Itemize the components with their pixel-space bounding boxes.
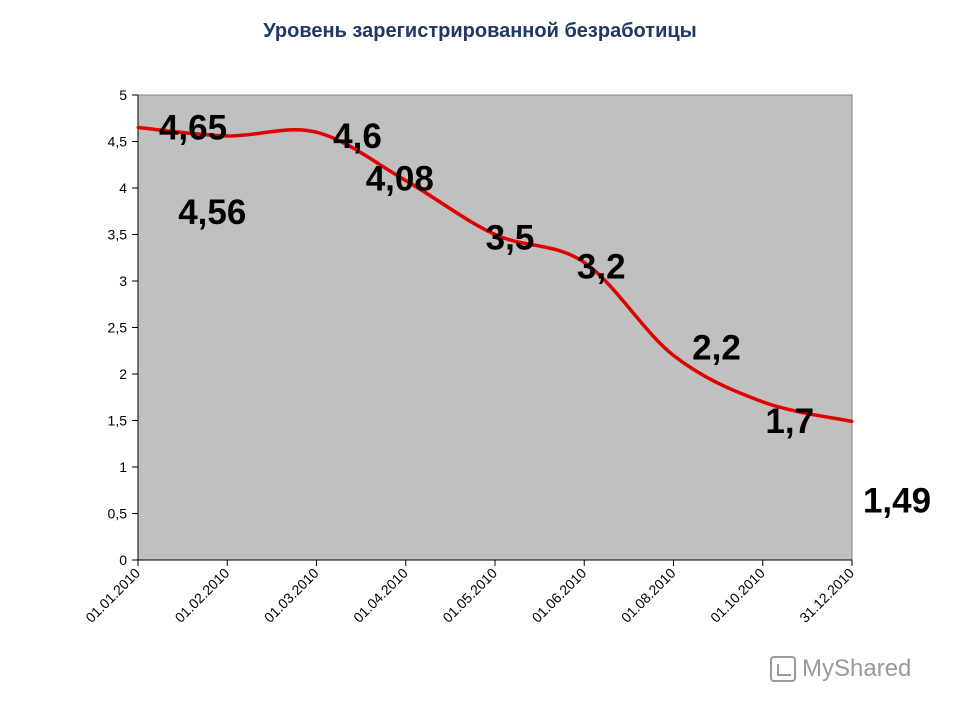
data-label: 3,5 [486,219,535,258]
y-tick-label: 0 [119,552,127,568]
x-tick-label: 01.03.2010 [261,565,322,626]
y-tick-label: 3 [119,273,127,289]
data-label: 3,2 [577,247,626,286]
x-tick-label: 01.10.2010 [707,565,768,626]
data-point [850,419,854,423]
data-point [582,260,586,264]
y-tick-label: 3,5 [108,227,128,243]
x-tick-label: 01.05.2010 [439,565,500,626]
watermark: MyShared [770,655,911,683]
data-label: 1,7 [765,402,814,441]
y-tick-label: 0,5 [108,506,128,522]
watermark-text: MyShared [802,655,912,682]
x-tick-label: 31.12.2010 [796,565,857,626]
data-point [225,134,229,138]
data-point [315,130,318,134]
y-tick-label: 2 [119,366,127,382]
y-tick-label: 4 [119,180,127,196]
data-label: 4,6 [333,117,382,156]
data-label: 1,49 [863,481,931,520]
data-point [404,179,408,183]
data-labels: 4,65 4,56 4,6 4,08 3,5 3,2 2,2 1,7 1,49 [159,109,931,521]
data-point [672,353,675,357]
plot-area [137,94,853,561]
data-point [493,233,497,236]
y-tick-label: 2,5 [108,320,128,336]
data-label: 4,08 [366,160,434,199]
y-tick-label: 1 [119,459,127,475]
data-point [761,400,765,404]
series-layer [136,125,854,424]
x-tick-label: 01.02.2010 [172,565,233,626]
x-tick-label: 01.06.2010 [529,565,590,626]
y-tick-label: 5 [119,87,127,103]
y-tick-label: 4,5 [108,134,128,150]
data-label: 4,65 [159,109,227,148]
chart-title: Уровень зарегистрированной безработицы [263,20,697,42]
y-tick-label: 1,5 [108,413,128,429]
x-tick-label: 01.08.2010 [618,565,679,626]
myshared-logo-icon [770,656,796,682]
x-tick-label: 01.01.2010 [82,565,143,626]
x-tick-label: 01.04.2010 [350,565,411,626]
data-point [136,126,140,130]
data-label: 4,56 [178,193,246,232]
data-label: 2,2 [692,328,741,367]
